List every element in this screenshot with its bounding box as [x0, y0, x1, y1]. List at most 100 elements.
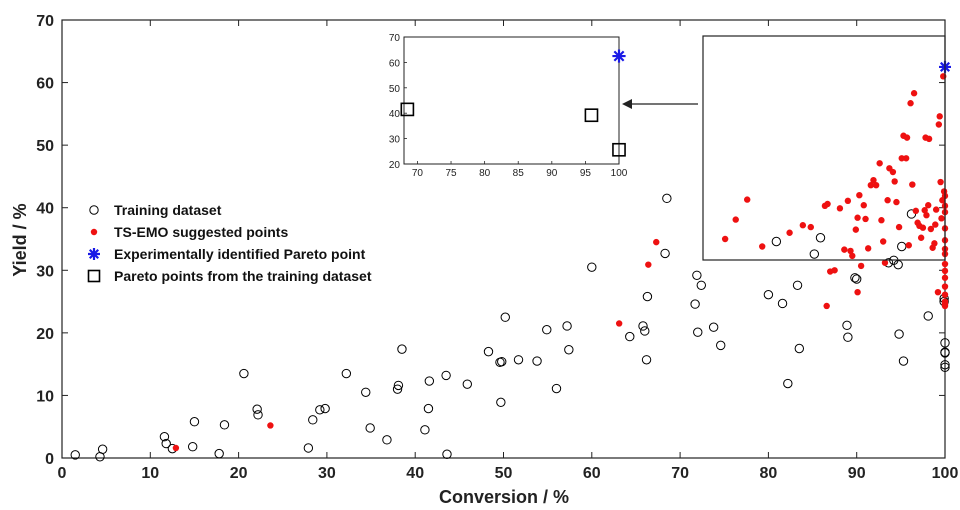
data-point — [692, 270, 702, 280]
data-point — [893, 198, 900, 206]
inset-data-point — [584, 108, 599, 123]
legend-marker — [88, 248, 100, 260]
data-point — [97, 444, 108, 454]
legend-entry: Experimentally identified Pareto point — [114, 246, 366, 262]
data-point — [161, 438, 171, 449]
x-tick-label: 80 — [760, 465, 778, 482]
data-point — [303, 443, 314, 453]
data-point — [420, 425, 430, 435]
data-point — [895, 223, 903, 231]
data-point — [771, 236, 782, 247]
data-point — [783, 378, 793, 389]
data-point — [696, 280, 706, 291]
data-point — [824, 200, 831, 208]
data-point — [891, 178, 898, 185]
data-point — [551, 383, 562, 394]
data-point — [693, 327, 703, 337]
legend-marker — [87, 269, 101, 283]
data-point — [497, 356, 507, 367]
data-point — [941, 291, 949, 298]
y-tick-label: 50 — [36, 138, 54, 155]
data-point — [941, 283, 949, 290]
legend-marker — [89, 205, 99, 215]
main-plot: 0 10 20 30 40 50 60 70 80 90 100 0 10 20 30 40 50 60 70 — [36, 13, 958, 482]
data-point — [393, 380, 404, 391]
data-point — [587, 262, 597, 272]
inset-x-tick-label: 90 — [546, 168, 558, 179]
data-point — [941, 267, 949, 275]
data-point — [850, 273, 860, 283]
data-point — [844, 197, 852, 205]
data-point — [809, 249, 820, 259]
data-point — [252, 404, 262, 414]
data-point — [936, 113, 943, 120]
inset-x-tick-label: 95 — [580, 168, 592, 179]
data-point — [308, 415, 318, 425]
data-point — [721, 235, 729, 243]
data-point — [909, 181, 916, 188]
inset-y-tick-label: 50 — [389, 84, 401, 95]
data-point — [462, 379, 472, 389]
data-point — [870, 176, 877, 184]
data-point — [799, 222, 807, 229]
y-tick-label: 0 — [45, 451, 54, 468]
inset-x-tick-label: 70 — [412, 168, 424, 179]
legend-marker — [90, 228, 98, 236]
y-tick-label: 30 — [36, 263, 54, 280]
data-point — [615, 320, 623, 327]
data-point — [941, 302, 949, 310]
data-point — [786, 229, 793, 236]
data-point — [898, 356, 909, 366]
inset-x-tick-label: 100 — [611, 168, 628, 179]
zoom-region — [622, 35, 946, 261]
data-point — [836, 205, 844, 212]
data-point — [940, 338, 950, 348]
data-point — [864, 245, 872, 252]
data-point — [640, 326, 650, 336]
data-point — [172, 444, 180, 452]
data-point — [940, 362, 950, 372]
data-point — [532, 356, 542, 366]
y-axis-label: Yield / % — [10, 203, 30, 276]
data-point — [397, 344, 407, 354]
data-point — [214, 448, 224, 459]
main-data-points — [70, 60, 951, 462]
data-point — [744, 196, 751, 203]
data-point — [894, 329, 904, 339]
data-point — [934, 288, 942, 296]
data-point — [932, 206, 940, 213]
inset-data-point — [612, 49, 626, 63]
data-point — [940, 360, 950, 370]
data-point — [852, 274, 862, 284]
zoom-rectangle — [702, 35, 946, 261]
data-point — [941, 260, 949, 268]
data-point — [941, 274, 949, 281]
data-point — [925, 202, 932, 209]
inset-frame — [403, 36, 620, 165]
data-point — [625, 331, 635, 342]
data-point — [777, 298, 788, 309]
x-tick-label: 100 — [932, 465, 959, 482]
data-point — [638, 321, 648, 331]
y-tick-label: 70 — [36, 13, 54, 30]
data-point — [898, 155, 905, 162]
data-point — [860, 202, 867, 209]
data-point — [847, 247, 854, 255]
data-point — [315, 405, 325, 415]
inset-x-tick-label: 75 — [445, 168, 457, 179]
data-point — [815, 233, 826, 243]
legend-entry: Pareto points from the training dataset — [114, 268, 372, 284]
data-point — [907, 100, 914, 107]
data-point — [932, 221, 939, 228]
inset-data-point — [400, 102, 415, 117]
data-point — [903, 134, 911, 141]
data-point — [239, 368, 249, 379]
data-point — [937, 178, 944, 186]
data-point — [423, 403, 434, 414]
data-point — [662, 193, 672, 204]
data-point — [392, 384, 403, 394]
inset-x-tick-label: 85 — [513, 168, 525, 179]
data-point — [917, 234, 925, 241]
data-point — [857, 262, 865, 270]
y-tick-label: 10 — [36, 388, 54, 405]
